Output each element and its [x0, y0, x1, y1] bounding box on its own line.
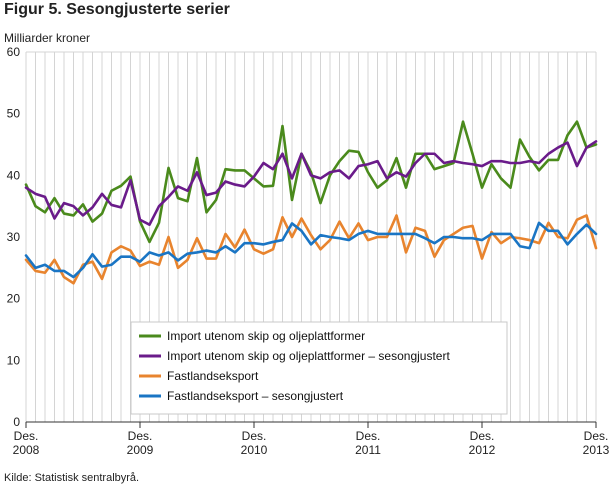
tick-labels: 0 10 20 30 40 50 60 Des. 2008 Des. 2009 Des. 2010 Des… — [7, 45, 610, 457]
x-tick-label: Des. 2008 — [13, 429, 40, 457]
y-tick-label: 30 — [7, 230, 21, 244]
y-axis-label: Milliarder kroner — [4, 31, 91, 45]
legend-entry: Fastlandseksport — [167, 369, 259, 383]
series-line-2 — [24, 140, 598, 226]
chart-title: Figur 5. Sesongjusterte serier — [4, 1, 230, 18]
series-line-4 — [24, 221, 598, 279]
y-tick-label: 20 — [7, 292, 21, 306]
y-tick-label: 60 — [7, 45, 21, 59]
axes — [25, 421, 597, 428]
legend: Import utenom skip og oljeplattformer Imp… — [130, 321, 508, 415]
legend-box — [130, 321, 508, 415]
legend-entry: Fastlandseksport – sesongjustert — [167, 389, 344, 403]
y-tick-label: 10 — [7, 353, 21, 367]
y-tick-label: 50 — [7, 107, 21, 121]
x-tick-label: Des. 2013 — [583, 429, 610, 457]
legend-entry: Import utenom skip og oljeplattformer — [167, 329, 365, 343]
source-note: Kilde: Statistisk sentralbyrå. — [4, 472, 140, 484]
x-tick-label: Des. 2011 — [355, 429, 381, 457]
x-tick-label: Des. 2012 — [469, 429, 496, 457]
series-line-3 — [24, 214, 598, 285]
y-tick-label: 40 — [7, 168, 21, 182]
x-tick-label: Des. 2010 — [241, 429, 268, 457]
y-tick-label: 0 — [13, 415, 20, 429]
series-lines — [24, 120, 598, 285]
legend-entry: Import utenom skip og oljeplattformer – … — [167, 349, 450, 363]
x-tick-label: Des. 2009 — [127, 429, 154, 457]
